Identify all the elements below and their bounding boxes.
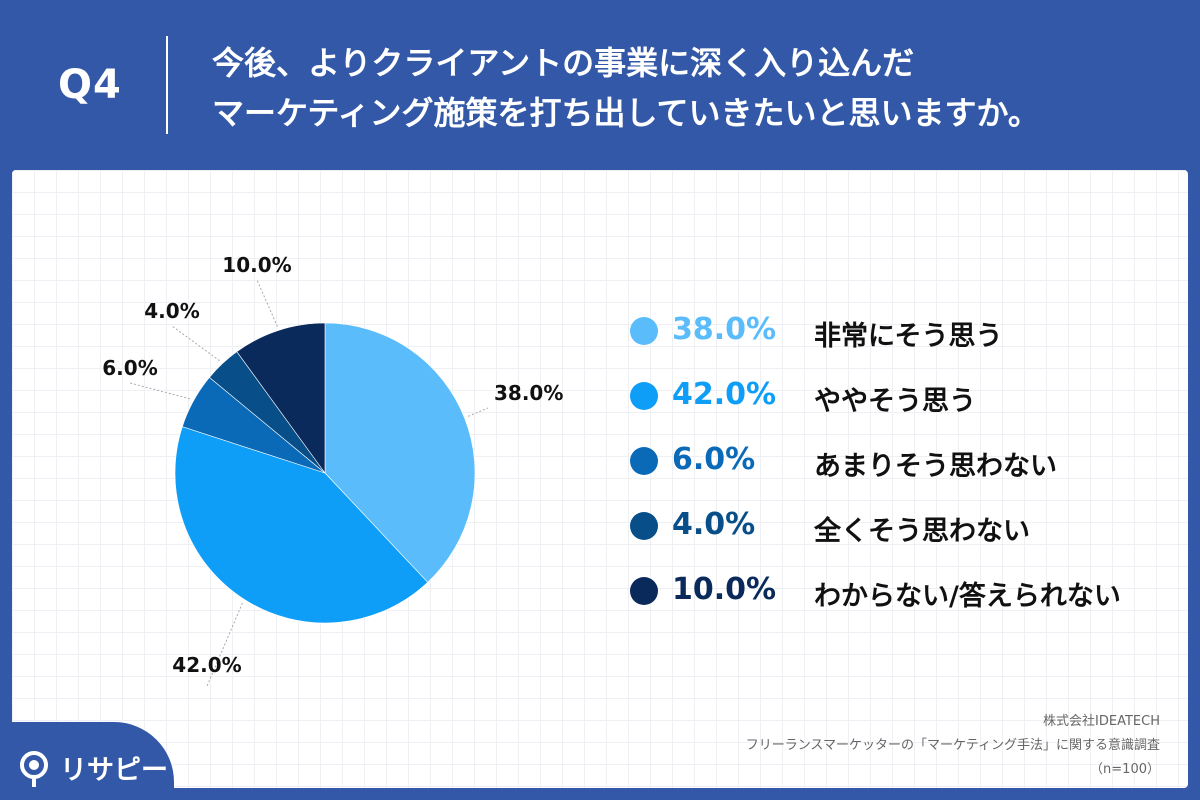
legend-dot-icon [630,512,658,540]
question-number: Q4 [58,62,122,108]
data-label: 6.0% [102,356,157,380]
legend-label: わからない/答えられない [814,581,1121,612]
logo-text: リサピー [60,755,168,786]
source-company: 株式会社IDEATECH [1043,714,1160,729]
leader-line [206,602,243,687]
header: Q4 今後、よりクライアントの事業に深く入り込んだ マーケティング施策を打ち出し… [0,0,1200,168]
question-line-1: 今後、よりクライアントの事業に深く入り込んだ [212,44,915,82]
legend-label: あまりそう思わない [814,451,1057,482]
leader-line [467,407,489,417]
pie-slice [324,322,476,583]
chart-card: 38.0% 42.0% 6.0% 4.0% 10.0% 38.0% 非常にそう思う 42… [12,170,1188,788]
pie-chart: 38.0% 42.0% 6.0% 4.0% 10.0% [102,253,563,687]
header-divider [166,36,168,134]
legend-percent: 4.0% [672,507,756,542]
leader-line [129,382,191,400]
data-label: 42.0% [172,653,241,677]
data-label: 38.0% [494,381,563,405]
magnifier-icon [20,751,48,787]
pie-slice [236,322,326,474]
leader-line [171,325,220,362]
legend-label: 全くそう思わない [814,516,1030,547]
question-line-2: マーケティング施策を打ち出していきたいと思いますか。 [212,94,1040,132]
legend-dot-icon [630,317,658,345]
source-sample: （n=100） [1090,762,1160,777]
pie-slice [174,426,429,624]
legend-percent: 38.0% [672,312,777,347]
legend-percent: 42.0% [672,377,777,412]
data-label: 10.0% [222,253,291,277]
legend-dot-icon [630,382,658,410]
legend-dot-icon [630,577,658,605]
logo: リサピー [0,722,174,800]
source-survey: フリーランスマーケッターの「マーケティング手法」に関する意識調査 [745,738,1160,753]
data-label: 4.0% [144,299,199,323]
source-note: 株式会社IDEATECH フリーランスマーケッターの「マーケティング手法」に関す… [746,710,1160,782]
legend-label: 非常にそう思う [814,321,1003,352]
question-text: 今後、よりクライアントの事業に深く入り込んだ マーケティング施策を打ち出していき… [212,38,1040,138]
legend-label: ややそう思う [814,386,976,417]
legend-dot-icon [630,447,658,475]
legend-percent: 10.0% [672,572,777,607]
legend-percent: 6.0% [672,442,756,477]
leader-line [256,279,278,327]
